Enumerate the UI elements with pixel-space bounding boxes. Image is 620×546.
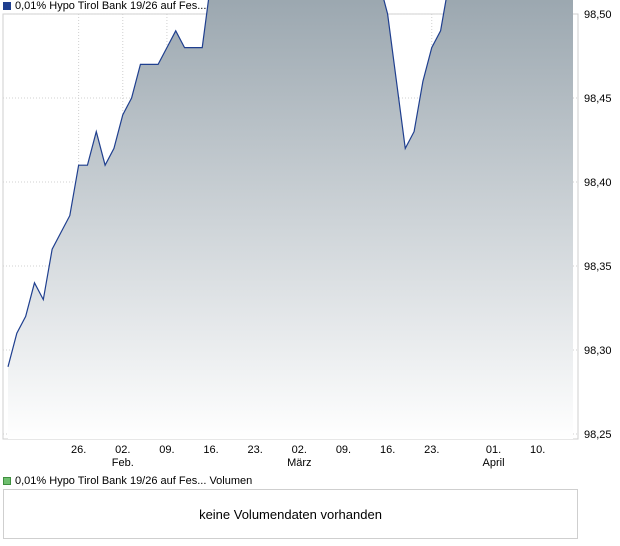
- x-tick-label: 26.: [71, 444, 86, 456]
- y-tick-label: 98,35: [584, 261, 612, 273]
- y-tick-label: 98,50: [584, 9, 612, 21]
- x-tick-label: 09.: [159, 444, 174, 456]
- price-area: [8, 0, 573, 439]
- legend-volume: 0,01% Hypo Tirol Bank 19/26 auf Fes... V…: [3, 475, 252, 487]
- legend-price: 0,01% Hypo Tirol Bank 19/26 auf Fes... (…: [3, 0, 269, 12]
- x-month-label: April: [483, 457, 505, 469]
- legend-volume-label: 0,01% Hypo Tirol Bank 19/26 auf Fes... V…: [15, 475, 253, 487]
- x-tick-label: 02.: [115, 444, 130, 456]
- price-line: [7, 0, 447, 367]
- x-month-label: März: [287, 457, 311, 469]
- x-month-label: Feb.: [112, 457, 134, 469]
- price-chart: Ar 98,2598,3098,3598,4098,4598,5098,5598…: [2, 0, 612, 469]
- y-tick-label: 98,40: [584, 177, 612, 189]
- y-tick-label: 98,25: [584, 429, 612, 441]
- x-tick-label: 09.: [336, 444, 351, 456]
- x-tick-label: 23.: [248, 444, 263, 456]
- price-legend-swatch: [3, 2, 11, 10]
- x-tick-label: 02.: [292, 444, 307, 456]
- legend-price-label: 0,01% Hypo Tirol Bank 19/26 auf Fes... (…: [15, 0, 270, 12]
- series-layer: [7, 0, 573, 439]
- x-tick-label: 23.: [424, 444, 439, 456]
- volume-panel: keine Volumendaten vorhanden: [3, 489, 578, 539]
- x-tick-label: 16.: [380, 444, 395, 456]
- x-tick-label: 01.: [486, 444, 501, 456]
- volume-empty-message: keine Volumendaten vorhanden: [199, 506, 382, 522]
- x-tick-label: 16.: [203, 444, 218, 456]
- volume-legend-swatch: [3, 477, 11, 485]
- y-axis-ticks: 98,2598,3098,3598,4098,4598,5098,5598,60…: [584, 9, 612, 441]
- y-tick-label: 98,45: [584, 93, 612, 105]
- x-tick-label: 10.: [530, 444, 545, 456]
- y-tick-label: 98,30: [584, 345, 612, 357]
